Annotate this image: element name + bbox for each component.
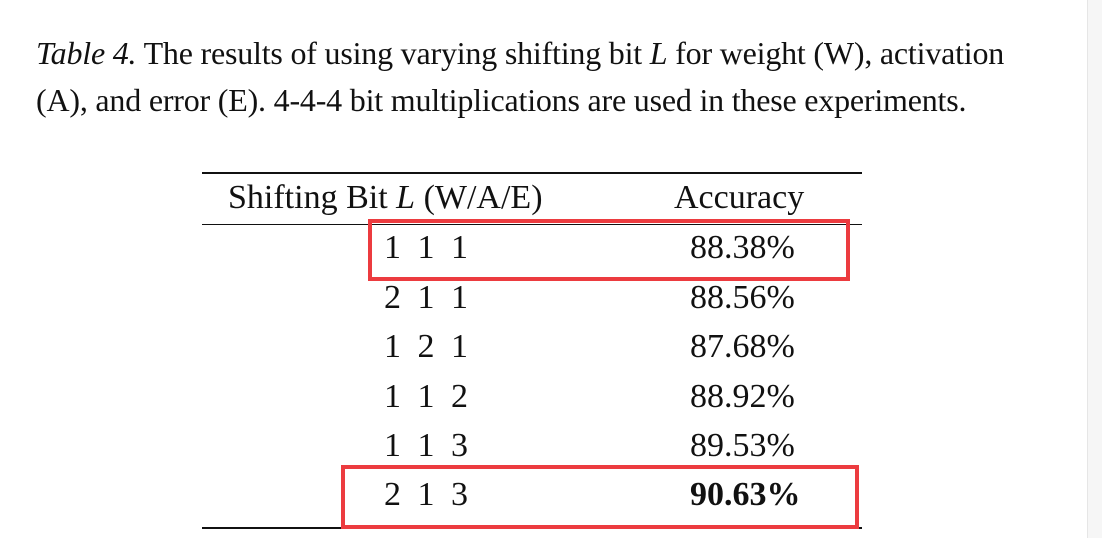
row-4-accuracy: 88.92%: [690, 378, 795, 415]
header-shifting-bit-variable: L: [396, 179, 416, 216]
row-6-bits: 2 1 3: [384, 476, 472, 513]
header-shifting-bit: Shifting Bit L (W/A/E): [228, 178, 543, 218]
row-3-bits: 1 2 1: [384, 328, 472, 365]
row-5-accuracy: 89.53%: [690, 427, 795, 464]
caption-label: Table 4.: [36, 35, 137, 71]
results-table: Shifting Bit L (W/A/E) Accuracy 1 1 1 88…: [202, 172, 862, 530]
row-4-bits: 1 1 2: [384, 378, 472, 415]
header-shifting-bit-suffix: (W/A/E): [415, 179, 543, 216]
row-3-accuracy: 87.68%: [690, 328, 795, 365]
row-2-bits: 2 1 1: [384, 279, 472, 316]
header-shifting-bit-text: Shifting Bit: [228, 179, 397, 216]
table-header-rule: [202, 224, 862, 225]
page-edge: [1087, 0, 1102, 538]
row-1-accuracy: 88.38%: [690, 229, 795, 266]
caption-variable: L: [649, 35, 668, 71]
row-6-accuracy: 90.63%: [690, 476, 801, 513]
highlight-box-row-6: [341, 465, 859, 529]
row-1-bits: 1 1 1: [384, 229, 472, 266]
table-top-rule: [202, 172, 862, 174]
highlight-box-row-1: [368, 219, 850, 281]
caption-text-end: for weight (W), activation (A), and erro…: [36, 35, 1005, 118]
table-caption: Table 4. The results of using varying sh…: [36, 30, 1056, 124]
row-5-bits: 1 1 3: [384, 427, 472, 464]
header-accuracy: Accuracy: [674, 179, 805, 216]
caption-text-start: The results of using varying shifting bi…: [136, 35, 650, 71]
row-2-accuracy: 88.56%: [690, 279, 795, 316]
